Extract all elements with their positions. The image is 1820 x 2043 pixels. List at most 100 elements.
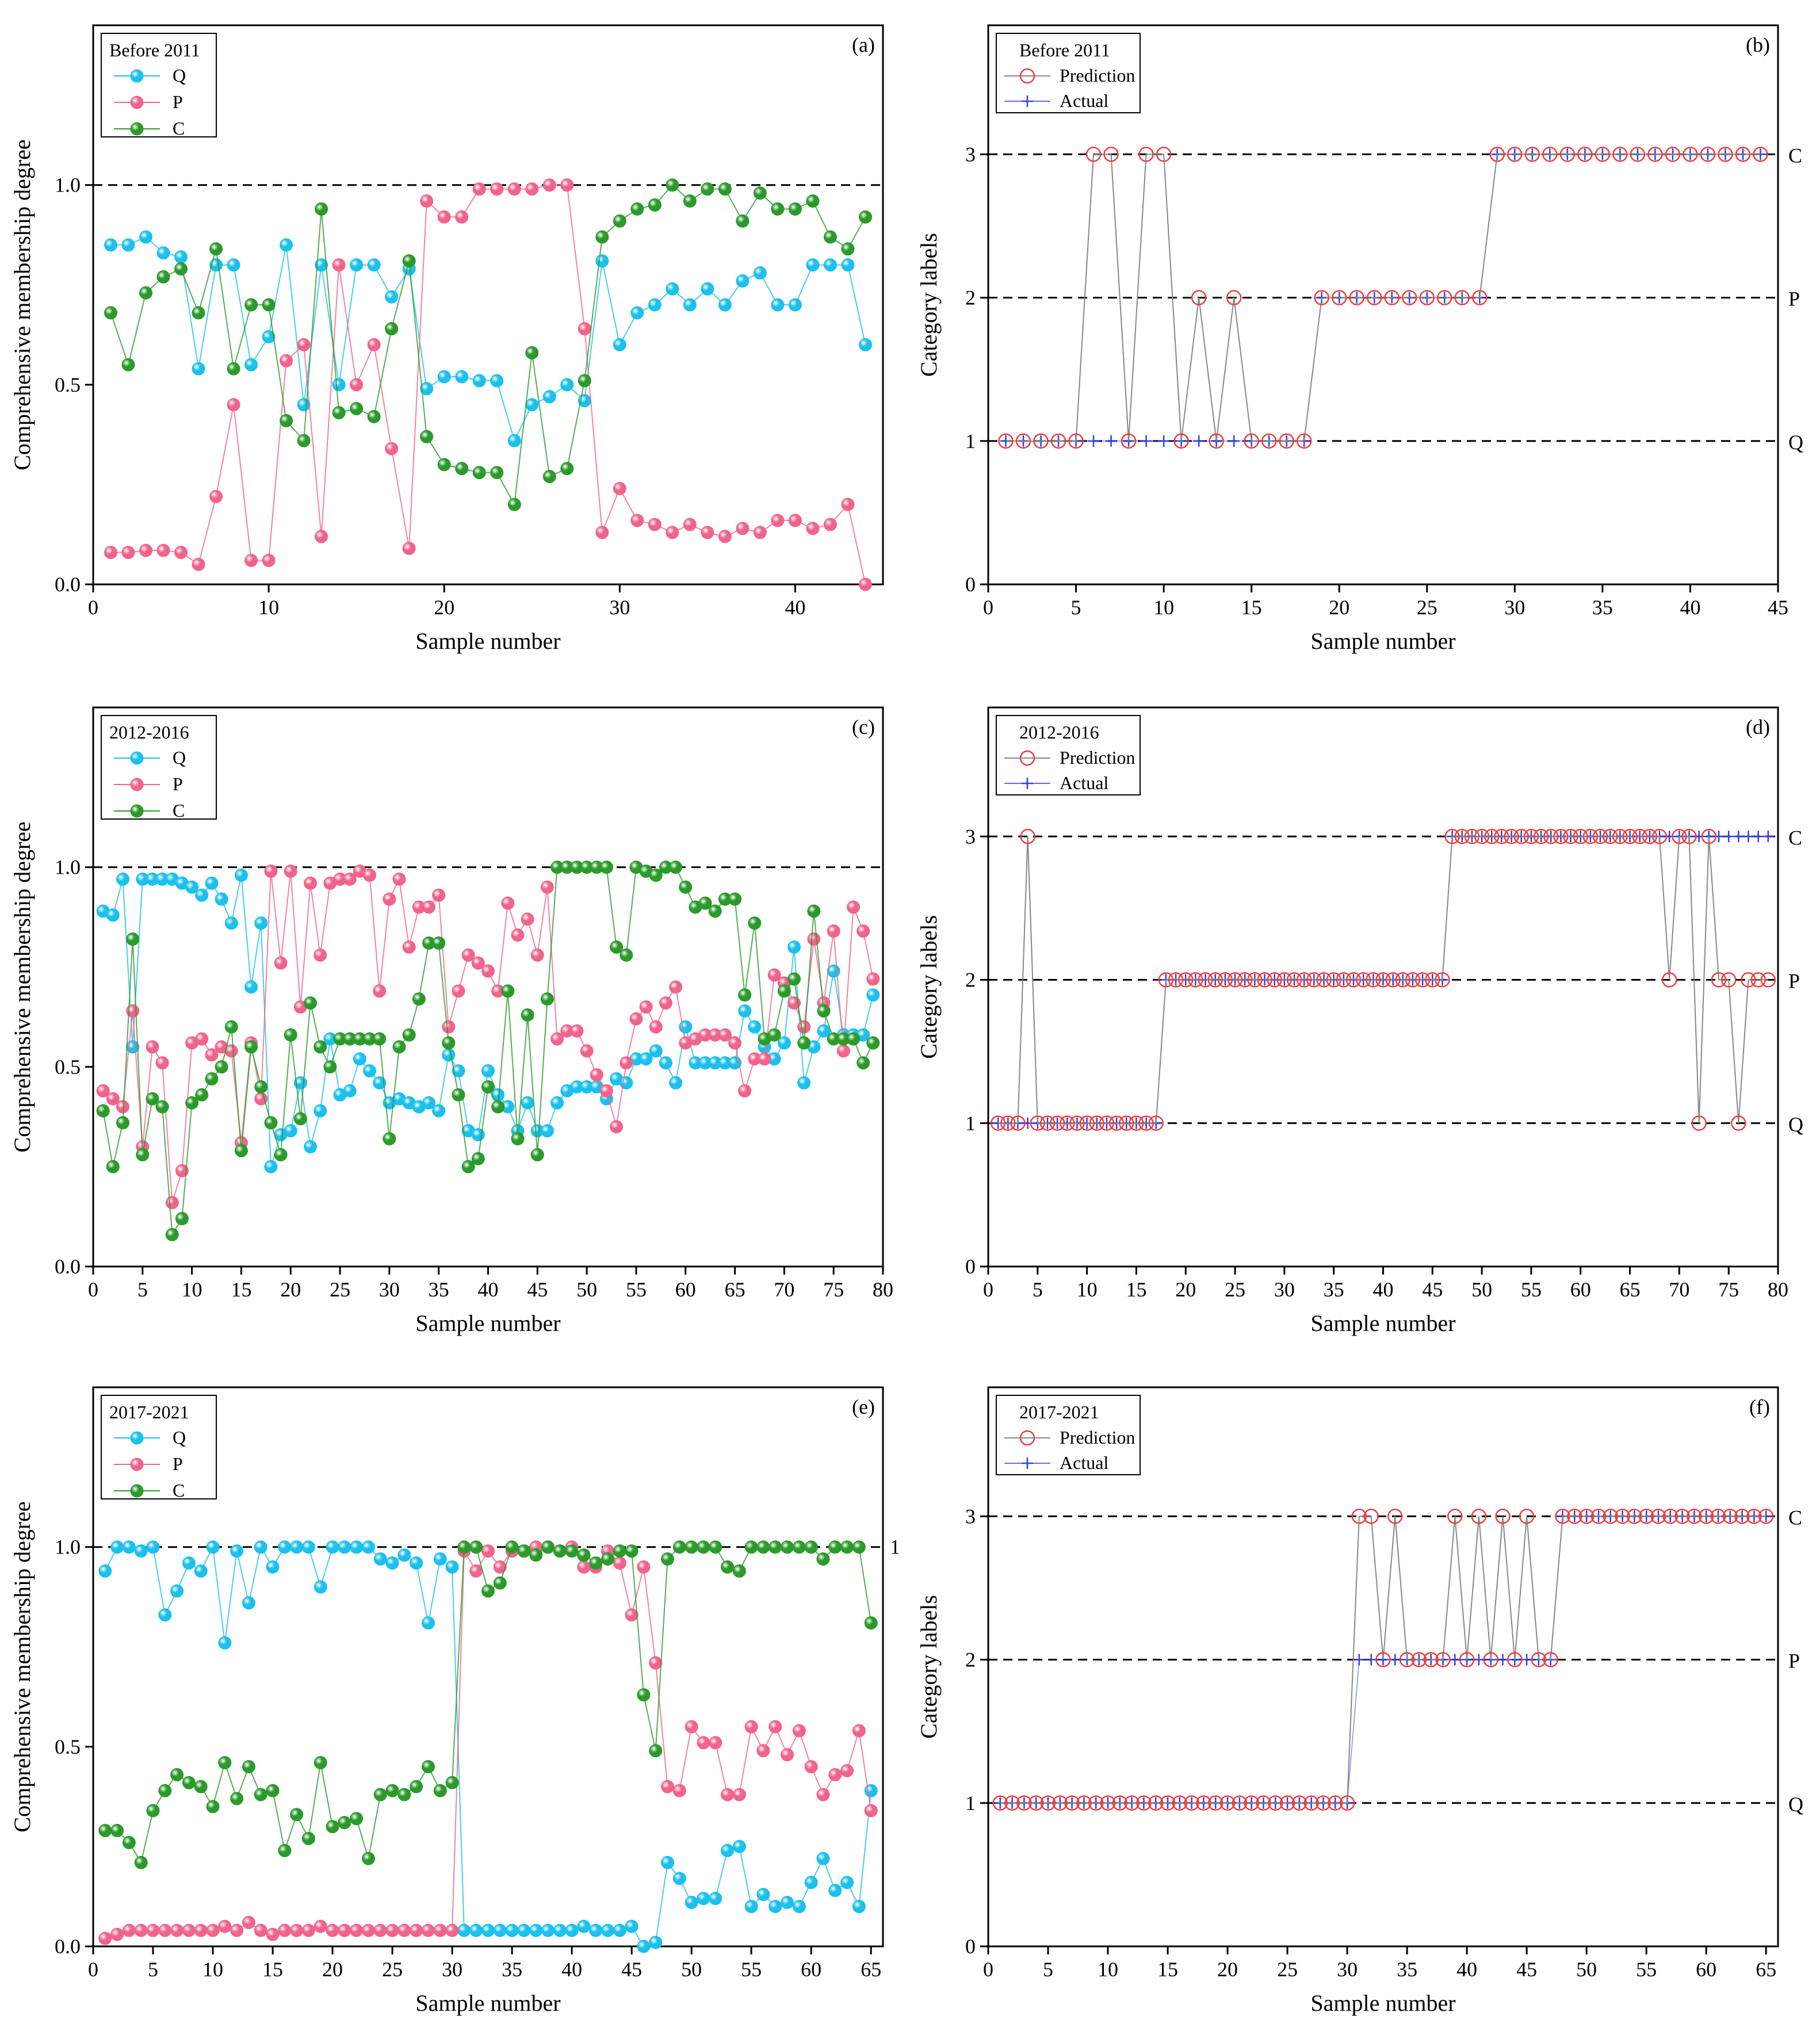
data-point-Q [683, 298, 697, 312]
data-point-C [412, 992, 426, 1006]
data-point-Q [481, 1923, 495, 1937]
data-point-Q [823, 258, 837, 272]
data-point-P [577, 1560, 591, 1574]
data-point-Q [472, 374, 486, 388]
data-point-Q [521, 1096, 534, 1110]
category-label-Q: Q [1788, 1113, 1803, 1136]
prediction-marker [1385, 972, 1401, 988]
data-point-C [806, 194, 820, 208]
prediction-marker [1602, 829, 1618, 844]
data-point-Q [542, 390, 556, 404]
data-point-C [601, 1552, 615, 1566]
data-point-C [560, 462, 574, 476]
data-point-P [315, 530, 328, 544]
category-label-P: P [1788, 1650, 1800, 1673]
x-tick-label: 35 [429, 1278, 449, 1301]
data-point-Q [709, 1892, 722, 1906]
prediction-marker [1237, 972, 1253, 988]
panel-d: 0 5 10 15 20 25 30 35 40 45 50 55 60 65 70 75 80 0 1 2 3 Samp… [916, 706, 1803, 1336]
panel-tag: (e) [852, 1395, 875, 1418]
data-point-P [768, 1720, 782, 1734]
data-point-Q [397, 1548, 411, 1562]
data-point-P [350, 378, 364, 392]
legend-title: Before 2011 [109, 40, 200, 60]
data-point-Q [146, 1540, 160, 1554]
data-point-C [501, 984, 515, 998]
data-point-Q [363, 1064, 377, 1078]
data-point-C [385, 322, 399, 336]
data-point-P [266, 1927, 280, 1941]
prediction-marker [1651, 829, 1668, 844]
data-point-C [230, 1792, 244, 1805]
data-point-Q [804, 1876, 818, 1889]
x-tick-label: 0 [88, 1958, 98, 1981]
data-point-P [590, 1068, 603, 1082]
data-point-C [192, 306, 205, 320]
x-tick-label: 5 [148, 1958, 158, 1981]
data-point-C [620, 948, 633, 962]
prediction-marker [1615, 1509, 1630, 1524]
data-point-C [350, 1812, 364, 1826]
data-point-Q [313, 1580, 327, 1594]
data-point-Q [266, 1560, 280, 1574]
prediction-marker [1351, 1509, 1367, 1524]
data-point-C [721, 1560, 735, 1574]
x-tick-label: 15 [1241, 596, 1262, 619]
data-point-P [264, 864, 278, 878]
data-point-C [224, 1020, 238, 1034]
data-point-P [511, 928, 525, 942]
data-point-Q [540, 1124, 554, 1138]
prediction-marker [1454, 290, 1470, 305]
prediction-marker [1039, 1115, 1056, 1131]
y-tick-label: 1.0 [55, 174, 81, 197]
prediction-marker [1099, 1115, 1115, 1131]
data-point-Q [601, 1923, 615, 1937]
data-point-C [313, 1040, 327, 1054]
data-point-P [736, 522, 750, 535]
prediction-marker [1661, 972, 1677, 988]
data-point-C [709, 1540, 722, 1554]
data-point-C [595, 230, 609, 244]
prediction-marker [1306, 972, 1322, 988]
data-point-Q [672, 1872, 686, 1885]
legend-box [101, 1395, 217, 1499]
data-point-Q [697, 1892, 710, 1906]
data-point-Q [420, 382, 434, 396]
x-tick-label: 25 [1277, 1958, 1298, 1981]
prediction-marker [1108, 1115, 1125, 1131]
prediction-marker [1720, 972, 1737, 988]
data-point-P [732, 1788, 746, 1801]
data-point-C [165, 1227, 179, 1241]
data-point-C [195, 1088, 209, 1101]
x-tick-label: 30 [1337, 1958, 1358, 1981]
data-point-P [146, 1040, 159, 1054]
data-point-Q [787, 940, 801, 954]
data-point-C [218, 1756, 232, 1770]
prediction-marker [1395, 972, 1411, 988]
x-tick-label: 0 [88, 1278, 98, 1301]
data-point-Q [577, 1919, 591, 1933]
data-point-Q [194, 1564, 208, 1578]
data-point-Q [104, 238, 118, 252]
data-point-C [771, 202, 785, 216]
data-point-Q [753, 266, 767, 280]
data-point-P [610, 1120, 624, 1134]
data-point-C [227, 362, 240, 376]
data-point-P [697, 1736, 710, 1750]
prediction-marker [1459, 1652, 1475, 1667]
data-point-C [625, 1544, 638, 1558]
data-point-Q [756, 1888, 770, 1902]
data-point-P [481, 1544, 495, 1558]
data-point-Q [841, 258, 855, 272]
y-axis-title: Category labels [916, 1595, 942, 1739]
actual-marker [1449, 1654, 1461, 1666]
prediction-marker [1674, 1509, 1690, 1524]
data-point-C [104, 306, 118, 320]
prediction-marker [1577, 147, 1593, 162]
category-label-P: P [1788, 288, 1800, 311]
prediction-marker [1718, 147, 1733, 162]
prediction-marker [1405, 972, 1421, 988]
data-point-C [350, 402, 364, 416]
prediction-marker [1303, 1795, 1319, 1811]
data-point-C [744, 1540, 758, 1554]
